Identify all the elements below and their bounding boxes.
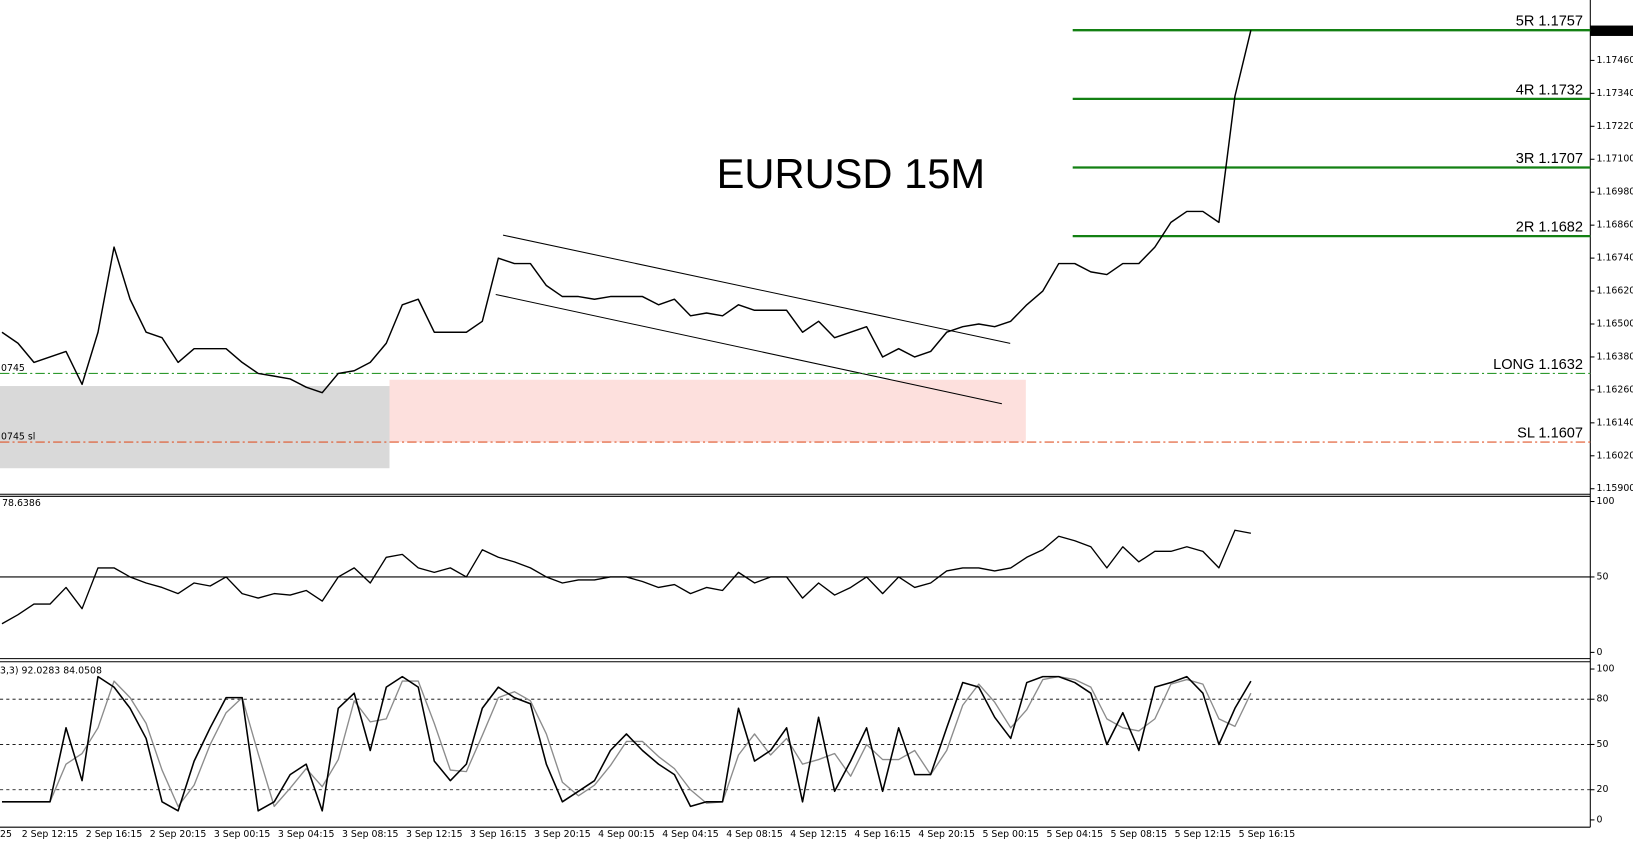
channel-upper (502, 234, 1011, 344)
x-tick-label: 3 Sep 08:15 (342, 829, 399, 840)
indicator-line (1, 675, 1252, 812)
y-tick-label: 100 (1597, 664, 1615, 675)
annotation: 0745 sl (1, 432, 35, 443)
level-label: LONG 1.1632 (1493, 357, 1583, 373)
indicator-label: 3,3) 92.0283 84.0508 (0, 666, 102, 677)
y-tick-label: 1.16380 (1597, 351, 1633, 362)
x-tick-label: 4 Sep 08:15 (726, 829, 783, 840)
y-tick-label: 1.16740 (1597, 253, 1633, 264)
y-tick-label: 1.16140 (1597, 417, 1633, 428)
x-tick-label: 25 (0, 829, 12, 840)
x-tick-label: 3 Sep 16:15 (470, 829, 527, 840)
x-tick-label: 5 Sep 08:15 (1111, 829, 1168, 840)
y-tick-label: 50 (1597, 571, 1609, 582)
y-tick-label: 20 (1597, 784, 1609, 795)
y-tick-label: 1.17220 (1597, 121, 1633, 132)
x-tick-label: 4 Sep 16:15 (854, 829, 911, 840)
x-tick-label: 4 Sep 12:15 (790, 829, 847, 840)
level-label: 5R 1.1757 (1516, 14, 1583, 30)
price-line (1, 30, 1252, 394)
y-tick-label: 1.15900 (1597, 483, 1633, 494)
x-tick-label: 5 Sep 12:15 (1175, 829, 1232, 840)
indicator-label: 78.6386 (2, 498, 41, 509)
price-tag (1590, 25, 1633, 36)
x-tick-label: 3 Sep 04:15 (278, 829, 335, 840)
y-tick-label: 1.17460 (1597, 55, 1633, 66)
indicator-line (1, 529, 1252, 625)
level-label: 2R 1.1682 (1516, 220, 1583, 236)
panel-frames (0, 0, 1591, 828)
y-tick-label: 0 (1597, 814, 1603, 825)
level-label: 3R 1.1707 (1516, 151, 1583, 167)
annotation: 0745 (1, 363, 25, 374)
y-tick-label: 1.16260 (1597, 384, 1633, 395)
y-tick-label: 50 (1597, 739, 1609, 750)
x-tick-label: 3 Sep 12:15 (406, 829, 463, 840)
entry-zone (389, 379, 1026, 443)
x-tick-label: 4 Sep 00:15 (598, 829, 655, 840)
level-label: 4R 1.1732 (1516, 82, 1583, 98)
x-tick-label: 3 Sep 20:15 (534, 829, 591, 840)
x-tick-label: 2 Sep 12:15 (22, 829, 79, 840)
y-tick-label: 1.16620 (1597, 286, 1633, 297)
x-tick-label: 2 Sep 20:15 (150, 829, 207, 840)
y-tick-label: 80 (1597, 694, 1609, 705)
channel-lower (495, 293, 1002, 405)
level-label: SL 1.1607 (1517, 426, 1583, 442)
x-tick-label: 3 Sep 00:15 (214, 829, 271, 840)
x-tick-label: 2 Sep 16:15 (86, 829, 143, 840)
y-tick-label: 100 (1597, 496, 1615, 507)
x-tick-label: 5 Sep 04:15 (1047, 829, 1104, 840)
x-tick-label: 5 Sep 00:15 (982, 829, 1039, 840)
y-tick-label: 1.17340 (1597, 88, 1633, 99)
y-tick-label: 1.16500 (1597, 318, 1633, 329)
y-tick-label: 1.17100 (1597, 154, 1633, 165)
indicator-line (1, 675, 1252, 808)
y-tick-label: 1.16020 (1597, 450, 1633, 461)
y-tick-label: 1.16860 (1597, 220, 1633, 231)
chart-title: EURUSD 15M (717, 150, 985, 197)
demand-zone (0, 386, 390, 469)
y-tick-label: 0 (1597, 647, 1603, 658)
x-tick-label: 4 Sep 04:15 (662, 829, 719, 840)
price-tag-label: 1.17568 (1592, 25, 1631, 36)
x-tick-label: 4 Sep 20:15 (918, 829, 975, 840)
x-tick-label: 5 Sep 16:15 (1239, 829, 1296, 840)
y-tick-label: 1.16980 (1597, 187, 1633, 198)
